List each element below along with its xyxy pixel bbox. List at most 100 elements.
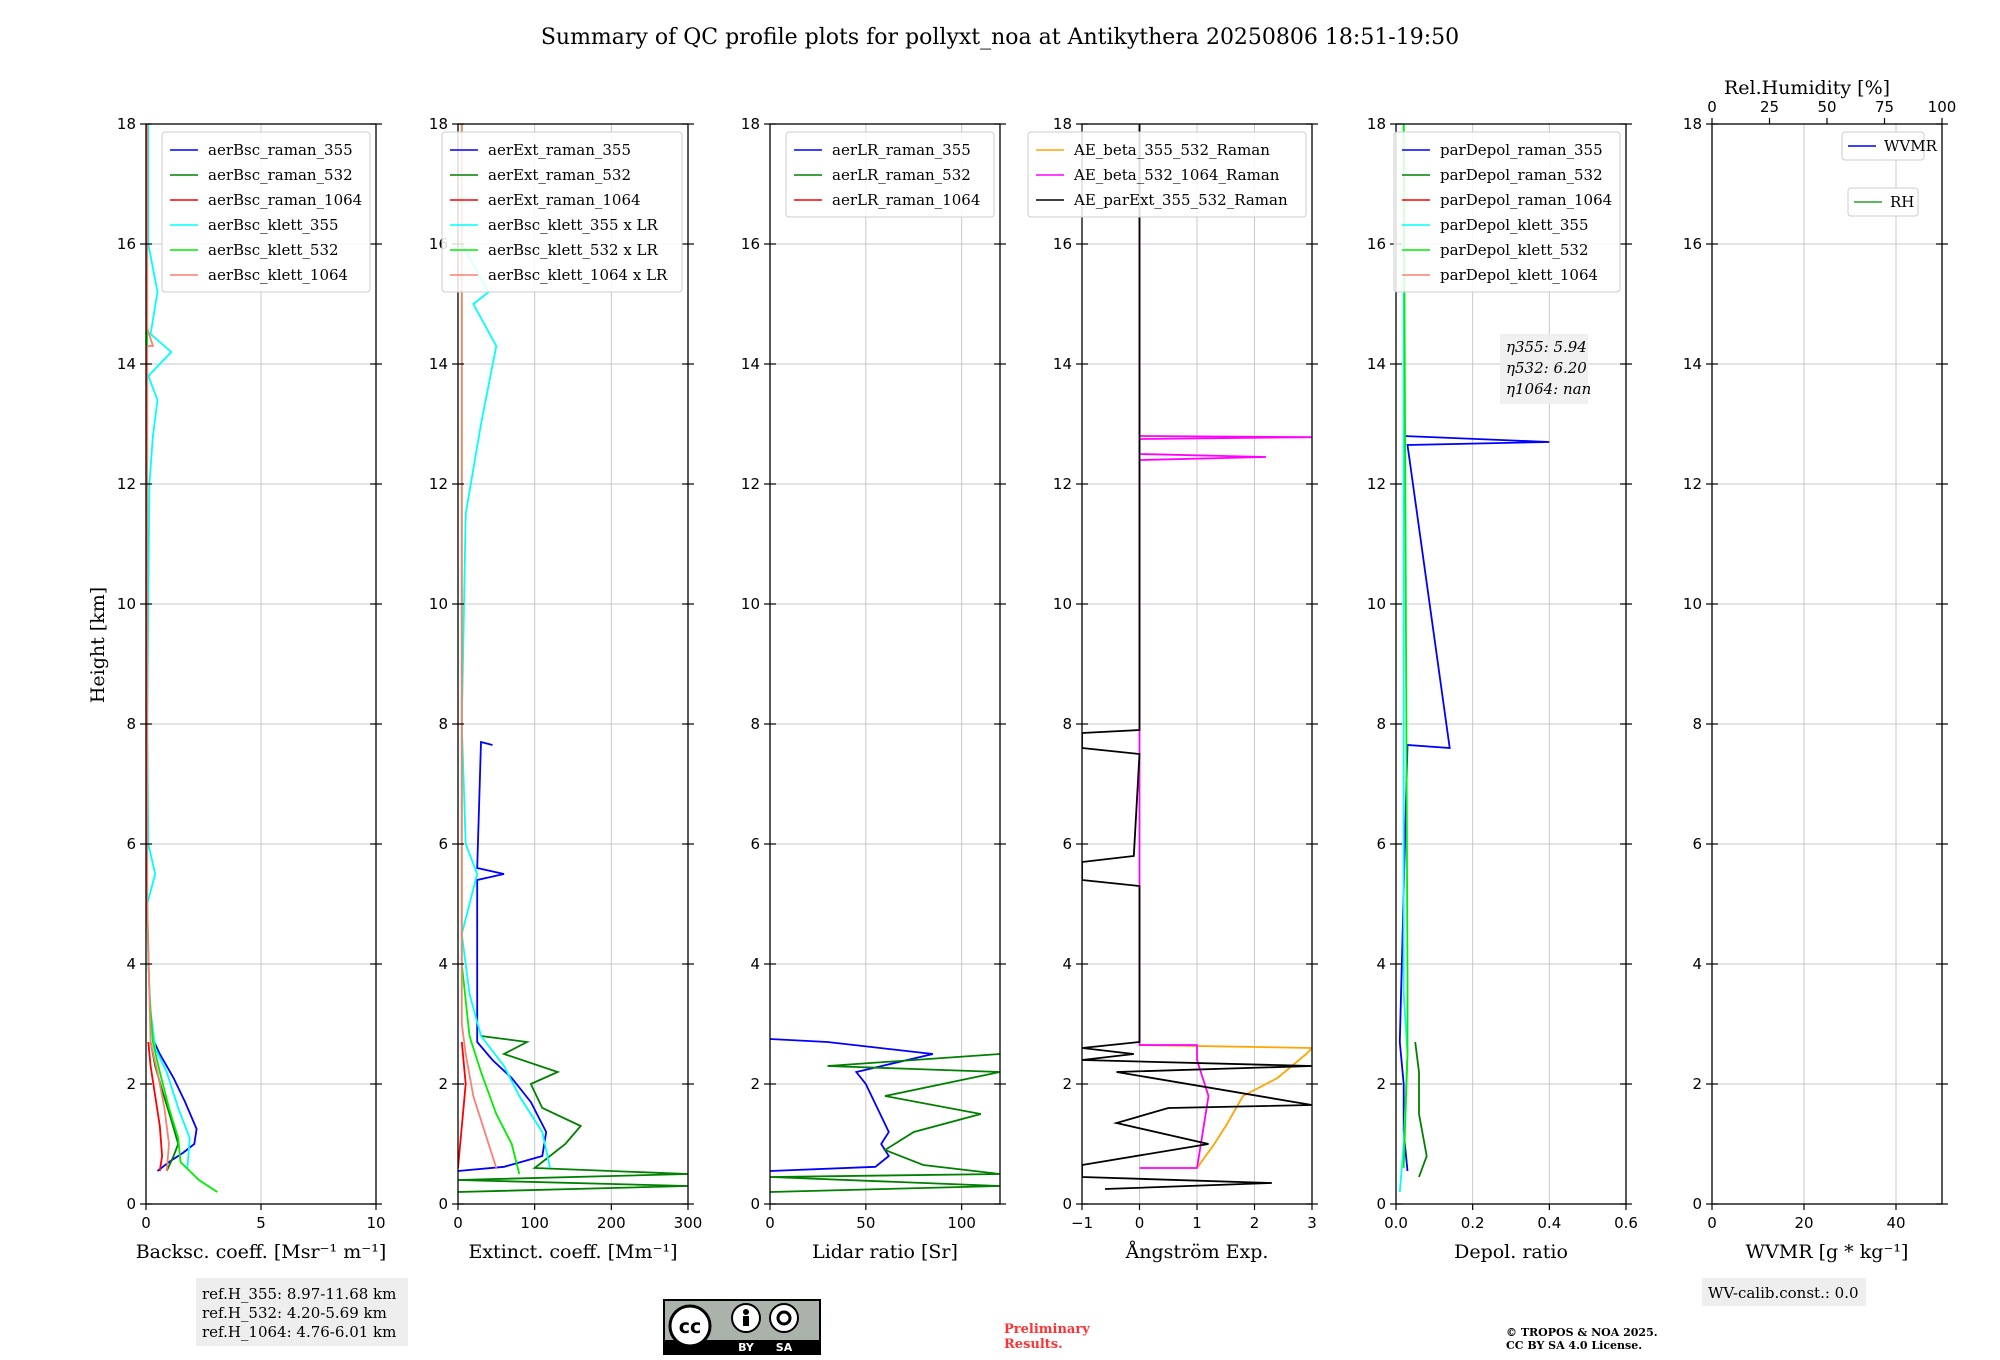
y-tick-label: 2 [1062,1075,1072,1093]
y-tick-label: 4 [126,955,136,973]
x-tick-label: 100 [947,1214,976,1232]
y-tick-label: 12 [1367,475,1386,493]
y-tick-label: 6 [126,835,136,853]
wv-calib-box: WV-calib.const.: 0.0 [1702,1278,1866,1306]
by-label: BY [738,1341,755,1354]
copyright-line-2: CC BY SA 4.0 License. [1506,1339,1642,1352]
legend-entry: aerBsc_klett_532 x LR [488,241,659,259]
y-tick-label: 8 [438,715,448,733]
legend-entry: AE_parExt_355_532_Raman [1073,191,1288,209]
y-tick-label: 4 [1376,955,1386,973]
y-tick-label: 2 [126,1075,136,1093]
legend-entry: parDepol_raman_532 [1440,166,1603,184]
x-axis-label: Lidar ratio [Sr] [812,1241,958,1263]
x-tick-label: 0.4 [1537,1214,1561,1232]
panel-6: 0 2 4 6 8 10 12 14 16 18 0 20 40 WVMR [g * kg⁻¹] 0 25 50… [1683,77,1956,1263]
legend: aerLR_raman_355 aerLR_raman_532 aerLR_rama… [785,131,995,218]
legend-entry: AE_beta_355_532_Raman [1073,141,1270,159]
series-line-aerExt_raman_532 [458,1035,688,1193]
y-tick-label: 12 [741,475,760,493]
y-tick-label: 16 [1053,235,1072,253]
series-line-AE_parExt_355_532_Raman [1082,124,1312,1190]
x-tick-label: 5 [256,1214,266,1232]
series-line-aerLR_raman_355 [770,1038,934,1172]
y-tick-label: 6 [1692,835,1702,853]
wv-calib-text: WV-calib.const.: 0.0 [1708,1284,1859,1302]
legend-box [161,131,371,293]
legend: parDepol_raman_355 parDepol_raman_532 parD… [1393,131,1621,293]
x-tick-label: 3 [1307,1214,1317,1232]
y-tick-label: 6 [1062,835,1072,853]
series-line-parDepol_klett_532 [1402,124,1409,1169]
legend: aerExt_raman_355 aerExt_raman_532 aerExt_r… [441,131,683,293]
legend-entry: aerBsc_klett_355 x LR [488,216,659,234]
legend-box [1841,131,1925,161]
y-tick-label: 10 [1683,595,1702,613]
x-tick-label: −1 [1071,1214,1093,1232]
y-tick-label: 4 [438,955,448,973]
x2-tick-label: 100 [1928,98,1957,116]
legend-box [785,131,995,218]
eta-box-bg [1500,334,1588,404]
x-tick-label: 0.6 [1614,1214,1638,1232]
x-tick-label: 2 [1250,1214,1260,1232]
y-tick-label: 18 [117,115,136,133]
x-tick-label: 0 [453,1214,463,1232]
series-line-aerBsc_klett_355 x LR [460,124,551,1169]
preliminary-line-1: Preliminary [1004,1322,1090,1337]
series-line-aerExt_raman_355 [458,740,548,1172]
legend-box [1027,131,1307,218]
series-line-aerBsc_klett_1064 [146,124,170,1172]
x-axis-label: WVMR [g * kg⁻¹] [1746,1241,1909,1263]
legend-entry: aerBsc_klett_532 [208,241,339,259]
y-tick-label: 2 [750,1075,760,1093]
y-tick-label: 0 [126,1195,136,1213]
y-tick-label: 0 [1692,1195,1702,1213]
legend-entry: aerBsc_raman_1064 [208,191,362,209]
x-tick-label: 100 [520,1214,549,1232]
y-tick-label: 14 [1367,355,1386,373]
y-tick-label: 0 [750,1195,760,1213]
series-line-aerExt_raman_1064 [458,1041,467,1169]
y-tick-label: 8 [750,715,760,733]
y-tick-label: 10 [117,595,136,613]
y-tick-label: 0 [1376,1195,1386,1213]
x-tick-label: 1 [1192,1214,1202,1232]
eta-line: η532: 6.20 [1506,359,1587,377]
panel-1: 0 2 4 6 8 10 12 14 16 18 0 5 10 Backsc. coeff. [Msr⁻¹… [117,115,386,1263]
legend: WVMR RH [1841,131,1938,217]
x-tick-label: 0 [141,1214,151,1232]
y-tick-label: 16 [741,235,760,253]
y-tick-label: 10 [429,595,448,613]
y-tick-label: 2 [1692,1075,1702,1093]
legend-entry: aerLR_raman_355 [832,141,971,159]
y-tick-label: 14 [117,355,136,373]
y-tick-label: 14 [429,355,448,373]
y-tick-label: 0 [1062,1195,1072,1213]
y-tick-label: 0 [438,1195,448,1213]
legend-box [1393,131,1621,293]
eta-box: η355: 5.94 η532: 6.20 η1064: nan [1500,334,1591,404]
y-tick-label: 2 [1376,1075,1386,1093]
legend-entry: aerBsc_klett_1064 [208,266,348,284]
legend-entry: aerExt_raman_532 [488,166,631,184]
y-tick-label: 18 [1053,115,1072,133]
y-tick-label: 2 [438,1075,448,1093]
y-tick-label: 18 [429,115,448,133]
legend-entry: parDepol_klett_532 [1440,241,1589,259]
legend-entry: parDepol_raman_1064 [1440,191,1612,209]
y-tick-label: 6 [1376,835,1386,853]
ref-heights-box: ref.H_355: 8.97-11.68 km ref.H_532: 4.20… [196,1278,408,1346]
series-line-aerBsc_raman_1064 [147,1041,164,1172]
legend-entry: aerBsc_klett_1064 x LR [488,266,668,284]
y-tick-label: 16 [1683,235,1702,253]
y-tick-label: 18 [1683,115,1702,133]
y-tick-label: 10 [1367,595,1386,613]
series-line-aerLR_raman_532 [770,1053,1000,1193]
y-axis-label: Height [km] [87,587,109,703]
legend-entry: aerLR_raman_1064 [832,191,980,209]
ref-height-1064: ref.H_1064: 4.76-6.01 km [202,1323,396,1341]
x-tick-label: 50 [856,1214,875,1232]
